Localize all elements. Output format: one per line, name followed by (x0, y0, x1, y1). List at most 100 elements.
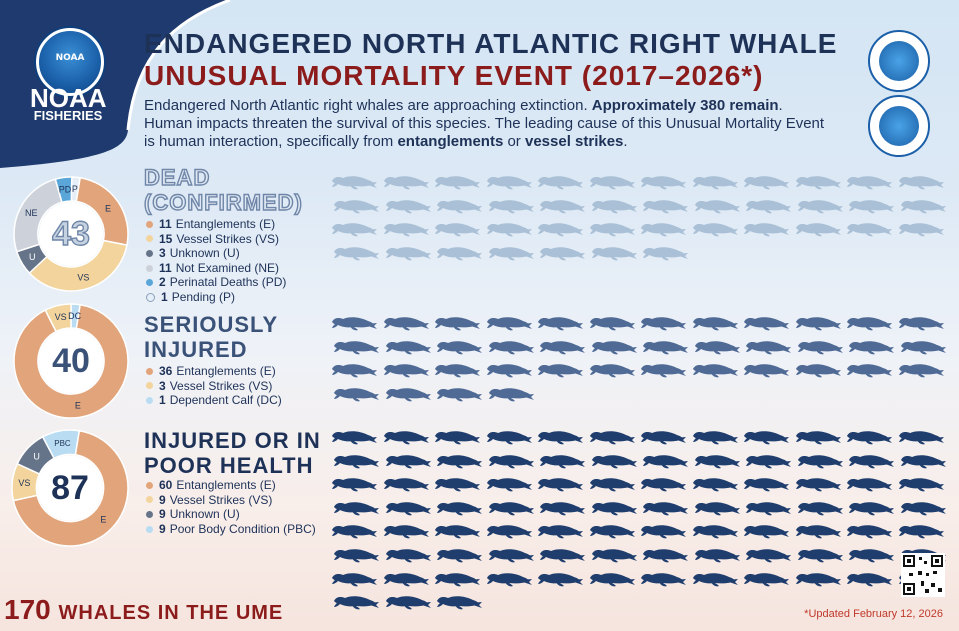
whale-icon (330, 427, 378, 451)
whale-icon (538, 337, 586, 361)
whale-icon (899, 498, 947, 522)
legend-swatch (146, 382, 153, 390)
whale-icon (485, 474, 533, 498)
whale-icon (794, 474, 842, 498)
whale-icon (588, 219, 636, 243)
whale-icon (590, 498, 638, 522)
legend-value: 3 (159, 378, 166, 393)
whale-icon (588, 172, 636, 196)
whale-icon (897, 427, 945, 451)
whale-icon (332, 196, 380, 220)
whale-icon (639, 427, 687, 451)
footer-total: 170 WHALES IN THE UME (4, 594, 283, 626)
donut-slice-e (12, 429, 129, 547)
whale-icon (691, 172, 739, 196)
legend-swatch (146, 292, 155, 302)
whale-icon (742, 219, 790, 243)
whale-icon (538, 196, 586, 220)
whale-icon (435, 451, 483, 475)
whale-icon (794, 360, 842, 384)
legend-value: 11 (159, 260, 172, 275)
whale-icon (897, 521, 945, 545)
donut-dead: E VS U NE PD P 43 (12, 175, 130, 293)
whale-icon (845, 360, 893, 384)
whale-icon (744, 498, 792, 522)
donut-label-ne: NE (25, 208, 38, 218)
whale-icon (536, 172, 584, 196)
legend-value: 9 (159, 507, 166, 522)
legend-item-p: 1 Pending (P) (146, 290, 286, 305)
legend-item-e: 60 Entanglements (E) (146, 478, 316, 493)
whale-icon (845, 172, 893, 196)
donut-total: 43 (51, 214, 90, 253)
whale-icon (330, 219, 378, 243)
whale-icon (330, 172, 378, 196)
whale-icon (485, 172, 533, 196)
whale-icon (590, 545, 638, 569)
intro-bold: Approximately 380 remain (591, 97, 779, 114)
whale-icon (536, 569, 584, 593)
donut-label-e: E (105, 203, 111, 213)
donut-total: 87 (51, 468, 89, 507)
whale-grid-dead (330, 172, 950, 272)
whale-icon (487, 196, 535, 220)
whale-icon (693, 337, 741, 361)
donut-slice-dc (70, 303, 81, 330)
whale-icon (588, 360, 636, 384)
whale-icon (590, 337, 638, 361)
logo-text: NOAA (55, 53, 85, 63)
legend-label: Unknown (U) (169, 507, 240, 522)
whale-icon (487, 498, 535, 522)
qr-code[interactable] (901, 553, 945, 597)
whale-icon (332, 592, 380, 616)
whale-icon (796, 337, 844, 361)
legend-label: Vessel Strikes (VS) (176, 231, 280, 246)
whale-icon (536, 360, 584, 384)
whale-icon (590, 243, 638, 267)
legend-label: Vessel Strikes (VS) (169, 378, 273, 393)
whale-icon (847, 545, 895, 569)
whale-icon (693, 545, 741, 569)
legend-value: 1 (161, 289, 168, 304)
legend-swatch (146, 496, 153, 504)
legend-item-vs: 3 Vessel Strikes (VS) (146, 379, 282, 394)
whale-icon (332, 337, 380, 361)
whale-icon (845, 427, 893, 451)
agency-sub: FISHERIES (33, 108, 103, 123)
intro-bold: entanglements (397, 133, 504, 150)
legend-item-u: 9 Unknown (U) (146, 507, 316, 522)
whale-icon (845, 569, 893, 593)
whale-icon (691, 569, 739, 593)
whale-icon (332, 498, 380, 522)
legend-label: Vessel Strikes (VS) (169, 492, 273, 507)
title-line: INJURED (144, 337, 248, 362)
donut-label-e: E (100, 514, 106, 524)
donut-svg: E VS U PBC (11, 429, 129, 547)
whale-icon (744, 545, 792, 569)
whale-icon (435, 498, 483, 522)
whale-icon (641, 451, 689, 475)
whale-icon (742, 474, 790, 498)
legend-label: Entanglements (E) (175, 217, 276, 231)
whale-icon (742, 313, 790, 337)
whale-icon (485, 569, 533, 593)
intro-text: Endangered North Atlantic right whales a… (144, 97, 834, 151)
whale-icon (382, 360, 430, 384)
legend-value: 15 (159, 231, 173, 246)
whale-icon (744, 337, 792, 361)
donut-label-pbc: PBC (54, 439, 71, 448)
whale-icon (691, 219, 739, 243)
donut-label-vs: VS (77, 272, 89, 282)
whale-icon (590, 451, 638, 475)
legend-value: 60 (159, 478, 173, 492)
legend-item-vs: 15 Vessel Strikes (VS) (146, 232, 286, 247)
whale-icon (693, 451, 741, 475)
legend-label: Perinatal Deaths (PD) (169, 275, 287, 290)
whale-icon (794, 219, 842, 243)
title-line: INJURED OR IN (144, 428, 321, 453)
intro-part: Endangered North Atlantic right whales a… (144, 97, 592, 114)
legend-label: Entanglements (E) (176, 364, 276, 378)
whale-icon (641, 498, 689, 522)
title-line: SERIOUSLY (144, 312, 279, 337)
whale-icon (487, 384, 535, 408)
